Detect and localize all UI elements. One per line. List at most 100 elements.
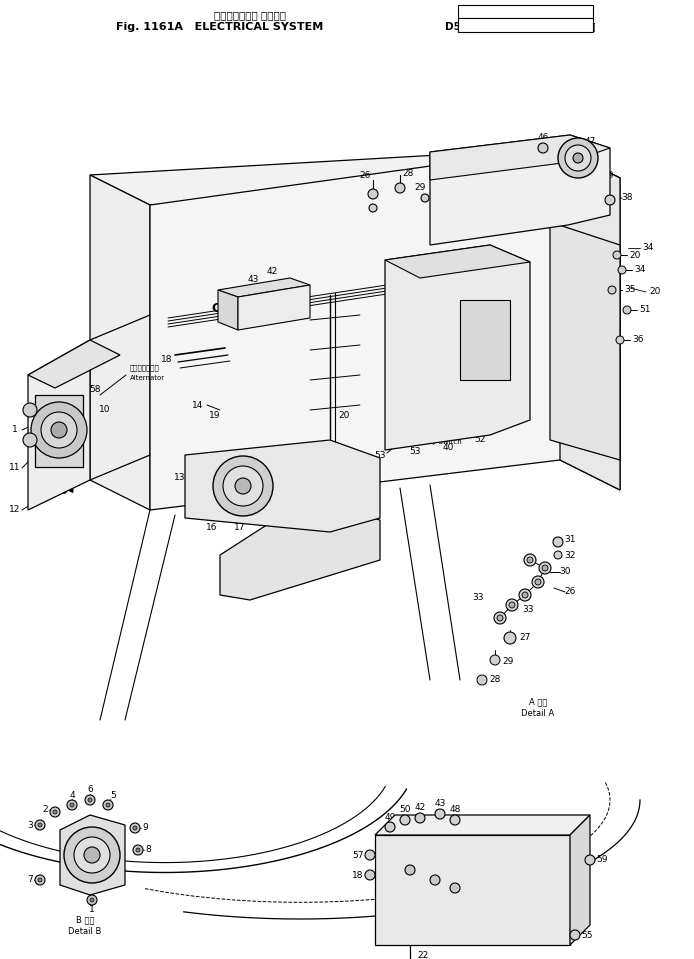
Text: 26: 26: [564, 588, 576, 596]
Text: 3: 3: [27, 821, 33, 830]
Text: オルタネーター: オルタネーター: [130, 364, 160, 371]
Text: 53: 53: [409, 448, 421, 456]
Text: 41: 41: [482, 291, 493, 299]
Polygon shape: [28, 340, 90, 510]
Polygon shape: [375, 815, 590, 835]
Circle shape: [38, 878, 42, 882]
Circle shape: [133, 826, 137, 830]
Circle shape: [23, 403, 37, 417]
Circle shape: [616, 336, 624, 344]
Circle shape: [51, 422, 67, 438]
Text: 54: 54: [405, 877, 416, 886]
Circle shape: [235, 478, 251, 494]
Text: Detail A: Detail A: [521, 709, 555, 717]
Circle shape: [415, 813, 425, 823]
Text: 18: 18: [161, 356, 173, 364]
Circle shape: [136, 848, 140, 852]
Text: 51: 51: [639, 306, 651, 315]
Polygon shape: [218, 278, 310, 297]
Text: D53A,P Serial No. 68001～: D53A,P Serial No. 68001～: [445, 22, 595, 32]
Text: エレクトリカル システム: エレクトリカル システム: [214, 10, 286, 20]
Text: 34: 34: [634, 266, 645, 274]
Circle shape: [365, 870, 375, 880]
Text: 9: 9: [142, 824, 148, 832]
Text: Alternator: Alternator: [130, 375, 165, 381]
Circle shape: [554, 551, 562, 559]
Text: 20: 20: [338, 410, 350, 419]
Text: 11: 11: [9, 463, 21, 473]
Text: A: A: [440, 222, 450, 235]
Text: 19: 19: [210, 410, 221, 419]
Bar: [460, 300, 510, 380]
Circle shape: [365, 850, 375, 860]
Circle shape: [504, 632, 516, 644]
Text: 26: 26: [359, 171, 371, 179]
Polygon shape: [218, 290, 238, 330]
Text: 40: 40: [442, 443, 454, 453]
Circle shape: [585, 855, 595, 865]
Circle shape: [538, 143, 548, 153]
Text: 42: 42: [266, 268, 278, 276]
Circle shape: [103, 800, 113, 810]
Text: C: C: [212, 301, 221, 315]
Circle shape: [74, 837, 110, 873]
Bar: [458, 18, 593, 32]
Text: 57: 57: [353, 851, 364, 859]
Polygon shape: [90, 175, 150, 510]
Circle shape: [67, 800, 77, 810]
Circle shape: [53, 810, 57, 814]
Circle shape: [542, 565, 548, 571]
Text: 14: 14: [192, 401, 203, 409]
Circle shape: [35, 820, 45, 830]
Text: 20: 20: [629, 250, 641, 260]
Text: 4: 4: [69, 790, 75, 800]
Text: 6: 6: [87, 785, 93, 794]
Circle shape: [88, 798, 92, 802]
Text: 43: 43: [247, 275, 259, 285]
Text: 56: 56: [442, 221, 454, 229]
Circle shape: [608, 286, 616, 294]
Circle shape: [368, 189, 378, 199]
Text: 27: 27: [414, 300, 425, 310]
Circle shape: [395, 183, 405, 193]
Circle shape: [106, 803, 110, 807]
Circle shape: [64, 827, 120, 883]
Text: 29: 29: [414, 183, 425, 193]
Circle shape: [133, 845, 143, 855]
Polygon shape: [385, 245, 530, 278]
Circle shape: [477, 675, 487, 685]
Circle shape: [130, 823, 140, 833]
Text: 10: 10: [99, 406, 111, 414]
Text: スターティングモータ: スターティングモータ: [277, 469, 319, 476]
Circle shape: [539, 562, 551, 574]
Polygon shape: [238, 285, 310, 330]
Circle shape: [573, 153, 583, 163]
Polygon shape: [430, 135, 610, 180]
Text: 46: 46: [537, 133, 549, 143]
Text: 50: 50: [399, 806, 411, 814]
Circle shape: [38, 823, 42, 827]
Circle shape: [405, 865, 415, 875]
Text: 34: 34: [643, 244, 654, 252]
Text: 51: 51: [499, 415, 511, 425]
Text: 58: 58: [90, 386, 101, 394]
Text: 36: 36: [632, 336, 644, 344]
Polygon shape: [28, 340, 120, 388]
Polygon shape: [220, 505, 380, 600]
Polygon shape: [560, 148, 620, 490]
Circle shape: [527, 557, 533, 563]
Circle shape: [494, 612, 506, 624]
Text: 53: 53: [374, 451, 386, 459]
Text: 56: 56: [552, 214, 564, 222]
Polygon shape: [430, 135, 610, 245]
Text: 16: 16: [206, 524, 218, 532]
Text: Safety Switch: Safety Switch: [414, 439, 462, 445]
Circle shape: [70, 803, 74, 807]
Circle shape: [509, 602, 515, 608]
Text: 39: 39: [602, 171, 613, 179]
Text: B: B: [58, 483, 68, 497]
Circle shape: [84, 847, 100, 863]
Text: 12: 12: [9, 505, 21, 514]
Text: 22: 22: [417, 950, 429, 959]
Text: 32: 32: [564, 550, 576, 559]
